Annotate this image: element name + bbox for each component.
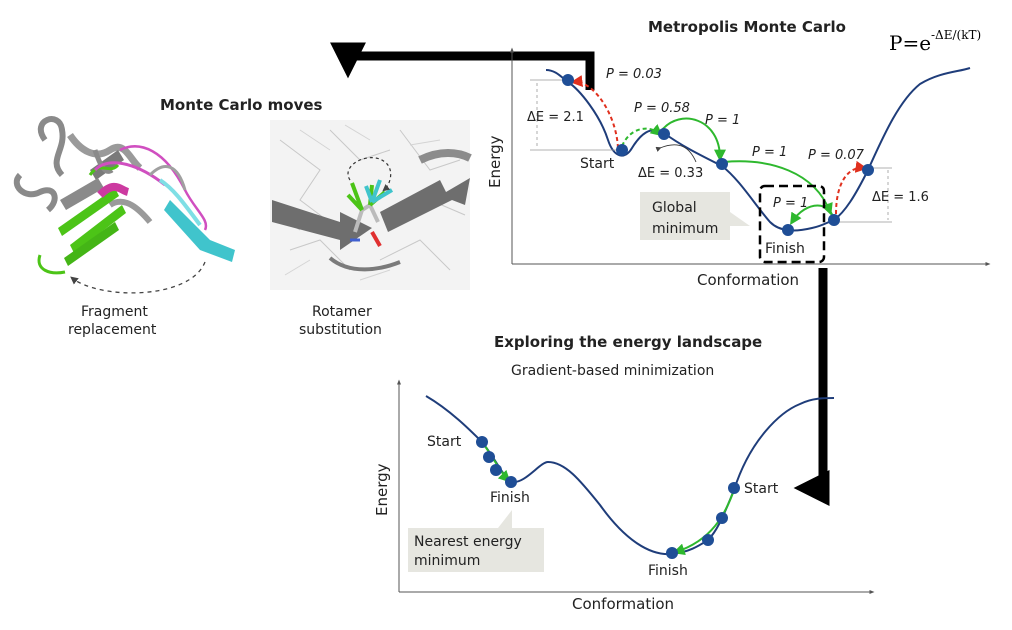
global-label-1: Global [652,200,697,216]
metropolis-title: Metropolis Monte Carlo [648,18,846,36]
delta-e-label: ΔE = 2.1 [527,110,584,125]
rejected-move-arrow [570,75,619,149]
gradient-finish-right: Finish [648,563,688,579]
rotamer-substitution-structure [270,120,472,290]
nearest-label-2: minimum [414,553,480,569]
moves-title: Monte Carlo moves [160,96,323,114]
global-minimum-callout [640,192,750,240]
state-dot [658,128,670,140]
accepted-move-arrow [661,117,726,162]
metropolis-finish-label: Finish [765,241,805,257]
p-label: P = 1 [705,113,740,128]
state-dot [828,214,840,226]
delta-pointer [655,144,697,163]
gradient-start-left: Start [427,434,462,450]
state-dot [728,482,740,494]
metropolis-energy-curve [545,67,971,232]
delta-e-label: ΔE = 0.33 [638,166,703,181]
state-dot [716,158,728,170]
p-label: P = 0.03 [606,67,662,82]
accepted-move-arrow [621,124,663,147]
fragment-label-1: Fragment [81,304,148,320]
state-dot [716,512,728,524]
formula-base: P=e [889,31,931,55]
gradient-finish-left: Finish [490,490,530,506]
to-gradient-arrow [793,268,830,506]
state-dot [862,164,874,176]
explore-subtitle: Gradient-based minimization [511,363,714,379]
formula-exponent: -ΔE/(kT) [931,28,981,42]
explore-title: Exploring the energy landscape [494,333,762,351]
p-label: P = 0.07 [808,148,865,163]
state-dot [782,224,794,236]
p-label: P = 1 [752,145,787,160]
global-label-2: minimum [652,221,718,237]
metropolis-plot: Energy Conformation Global minimum Start… [486,47,991,289]
fragment-replacement-structure [13,116,235,294]
global-minimum-box [758,184,826,264]
delta-e-label: ΔE = 1.6 [872,190,929,205]
p-label: P = 1 [773,196,808,211]
rejected-move-arrow [835,160,868,215]
gradient-plot: Energy Conformation Nearest energy minim… [373,379,875,613]
state-dot [702,534,714,546]
rotamer-label-2: substitution [299,322,382,338]
state-dot [476,436,488,448]
state-dot [666,547,678,559]
p-label: P = 0.58 [634,101,690,116]
state-dot [483,451,495,463]
gradient-y-label: Energy [373,463,391,516]
state-dot [490,464,502,476]
gradient-start-right: Start [744,481,779,497]
fragment-label-2: replacement [68,322,157,338]
gradient-x-label: Conformation [572,595,674,613]
metropolis-x-label: Conformation [697,271,799,289]
metropolis-y-label: Energy [486,135,504,188]
state-dot [505,476,517,488]
nearest-minimum-callout [408,510,544,572]
acceptance-formula: P=e -ΔE/(kT) [889,28,981,55]
rotamer-label-1: Rotamer [312,304,372,320]
nearest-label-1: Nearest energy [414,534,522,550]
state-dot [562,74,574,86]
state-dot [616,144,628,156]
descent-arrow [672,489,735,556]
loop-back-arrow [330,42,595,90]
metropolis-start-label: Start [580,156,615,172]
